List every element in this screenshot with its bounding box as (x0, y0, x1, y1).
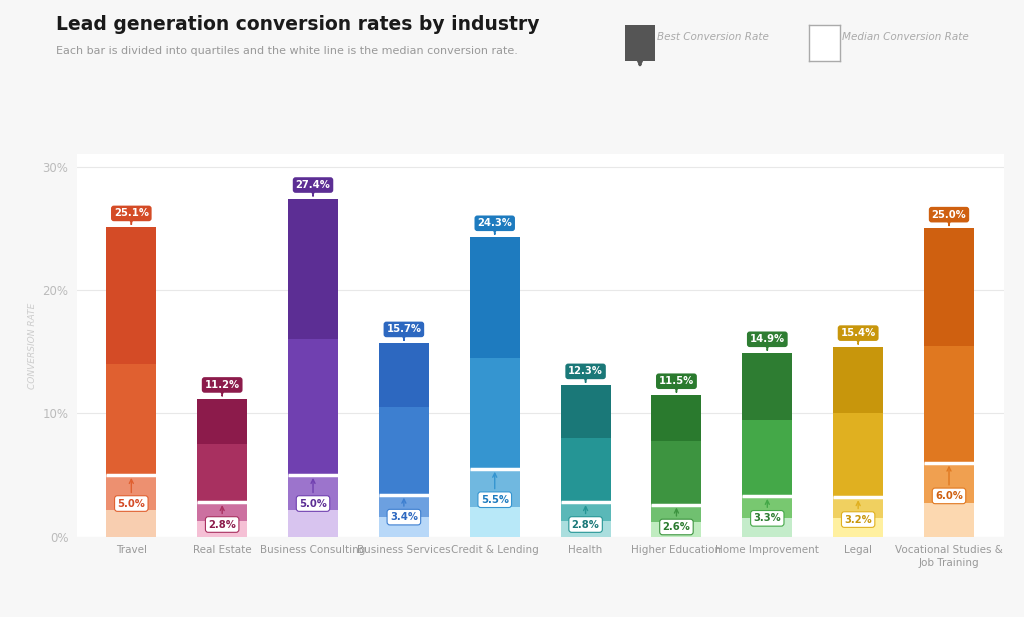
Bar (651, 395, 701, 441)
Bar (560, 385, 610, 438)
Text: Lead generation conversion rates by industry: Lead generation conversion rates by indu… (56, 15, 540, 35)
Bar (651, 505, 701, 522)
Bar (742, 518, 793, 537)
Text: 3.2%: 3.2% (844, 502, 872, 524)
Bar (106, 510, 157, 537)
Bar (742, 496, 793, 518)
Bar (834, 347, 883, 413)
Text: 11.5%: 11.5% (658, 376, 694, 392)
Text: 11.2%: 11.2% (205, 380, 240, 395)
Bar (924, 463, 974, 503)
Text: 5.5%: 5.5% (480, 473, 509, 505)
Bar (470, 237, 520, 358)
Bar (651, 441, 701, 505)
Text: 27.4%: 27.4% (296, 180, 331, 196)
Bar (560, 438, 610, 502)
Bar (198, 399, 247, 444)
Text: 2.8%: 2.8% (571, 507, 599, 529)
Text: 3.3%: 3.3% (754, 500, 781, 523)
Text: 12.3%: 12.3% (568, 366, 603, 382)
Text: 5.0%: 5.0% (299, 479, 327, 508)
Text: 25.1%: 25.1% (114, 209, 148, 224)
Bar (106, 364, 157, 475)
Bar (198, 521, 247, 537)
Bar (742, 420, 793, 496)
Bar (106, 475, 157, 510)
Bar (834, 518, 883, 537)
Text: 6.0%: 6.0% (935, 467, 963, 501)
Bar (924, 346, 974, 463)
Bar (379, 517, 429, 537)
Text: 24.3%: 24.3% (477, 218, 512, 234)
Bar (198, 502, 247, 521)
Bar (560, 521, 610, 537)
Y-axis label: CONVERSION RATE: CONVERSION RATE (28, 302, 37, 389)
Bar (834, 413, 883, 497)
Bar (198, 444, 247, 502)
Bar (470, 469, 520, 507)
Text: 25.0%: 25.0% (932, 210, 967, 225)
Text: Median Conversion Rate: Median Conversion Rate (842, 32, 969, 42)
Bar (470, 358, 520, 469)
Text: 2.8%: 2.8% (208, 507, 237, 529)
Text: 15.4%: 15.4% (841, 328, 876, 344)
Text: Each bar is divided into quartiles and the white line is the median conversion r: Each bar is divided into quartiles and t… (56, 46, 518, 56)
Bar (379, 343, 429, 407)
Bar (288, 339, 338, 475)
Text: 3.4%: 3.4% (390, 499, 418, 522)
Bar (470, 507, 520, 537)
Bar (742, 353, 793, 420)
Bar (288, 510, 338, 537)
Bar (924, 228, 974, 346)
Text: 15.7%: 15.7% (386, 325, 422, 340)
Bar (924, 503, 974, 537)
Text: 5.0%: 5.0% (118, 479, 145, 508)
Bar (651, 522, 701, 537)
Bar (560, 502, 610, 521)
Text: Best Conversion Rate: Best Conversion Rate (657, 32, 769, 42)
Bar (834, 497, 883, 518)
Bar (379, 407, 429, 495)
Bar (288, 475, 338, 510)
Bar (106, 227, 157, 364)
Text: 14.9%: 14.9% (750, 334, 784, 350)
Bar (288, 199, 338, 339)
Bar (379, 495, 429, 517)
Text: 2.6%: 2.6% (663, 509, 690, 532)
